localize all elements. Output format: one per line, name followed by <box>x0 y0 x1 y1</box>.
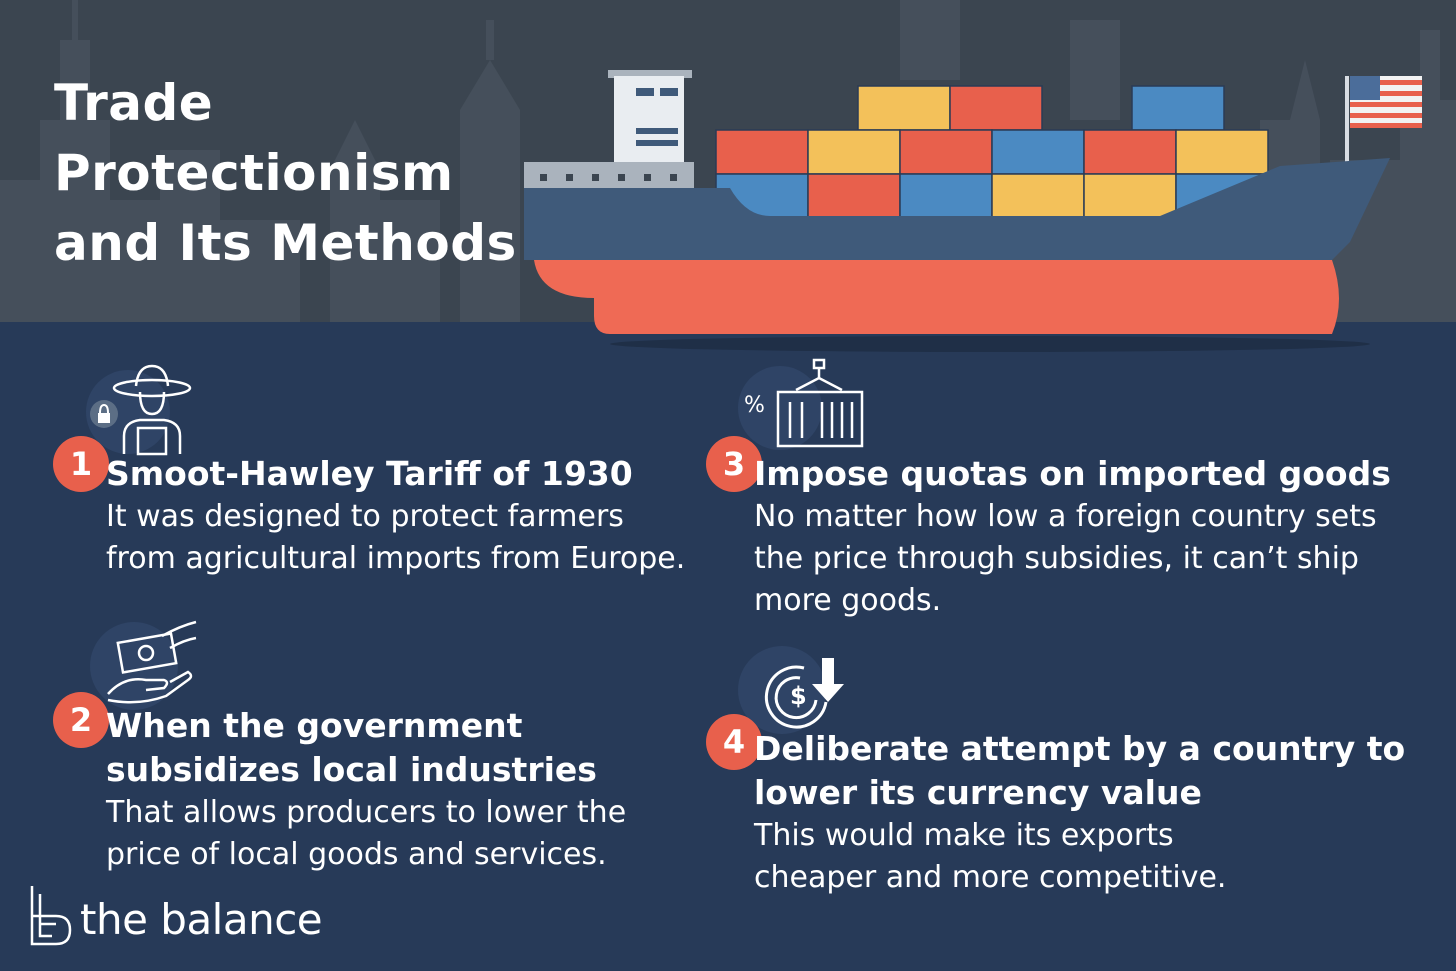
method-item-3: Impose quotas on imported goods No matte… <box>754 452 1391 622</box>
item-body: It was designed to protect farmers <box>106 499 624 534</box>
item-body: price of local goods and services. <box>106 837 607 872</box>
title-line: Protectionism <box>54 144 454 202</box>
balance-logo-icon <box>30 886 72 946</box>
item-number-badge: 4 <box>706 714 762 770</box>
farmer-lock-icon <box>86 364 192 456</box>
brand-name: the balance <box>80 895 323 944</box>
title-line: and Its Methods <box>54 214 517 272</box>
item-number-badge: 1 <box>53 436 109 492</box>
item-number-badge: 3 <box>706 436 762 492</box>
item-heading: Impose quotas on imported goods <box>754 454 1391 493</box>
title-line: Trade <box>54 74 214 132</box>
svg-text:%: % <box>744 393 765 418</box>
item-heading: Deliberate attempt by a country to <box>754 729 1406 768</box>
method-item-1: Smoot-Hawley Tariff of 1930 It was desig… <box>106 452 685 580</box>
item-body: more goods. <box>754 583 942 618</box>
money-hand-icon <box>90 620 197 710</box>
item-body: the price through subsidies, it can’t sh… <box>754 541 1359 576</box>
item-body: from agricultural imports from Europe. <box>106 541 686 576</box>
item-body: No matter how low a foreign country sets <box>754 499 1377 534</box>
cargo-ship-icon <box>524 70 1422 352</box>
item-heading: Smoot-Hawley Tariff of 1930 <box>106 454 633 493</box>
item-heading: lower its currency value <box>754 773 1202 812</box>
svg-text:$: $ <box>790 682 807 710</box>
method-item-2: When the government subsidizes local ind… <box>106 704 626 876</box>
item-heading: When the government <box>106 706 523 745</box>
page-title: Trade Protectionism and Its Methods <box>54 68 534 278</box>
method-item-4: Deliberate attempt by a country to lower… <box>754 727 1405 899</box>
item-number-badge: 2 <box>53 692 109 748</box>
currency-down-icon: $ <box>738 646 844 734</box>
item-body: cheaper and more competitive. <box>754 860 1227 895</box>
item-body: This would make its exports <box>754 818 1174 853</box>
container-percent-icon: % <box>738 358 864 450</box>
item-body: That allows producers to lower the <box>106 795 627 830</box>
content-band <box>0 322 1456 971</box>
item-heading: subsidizes local industries <box>106 750 597 789</box>
